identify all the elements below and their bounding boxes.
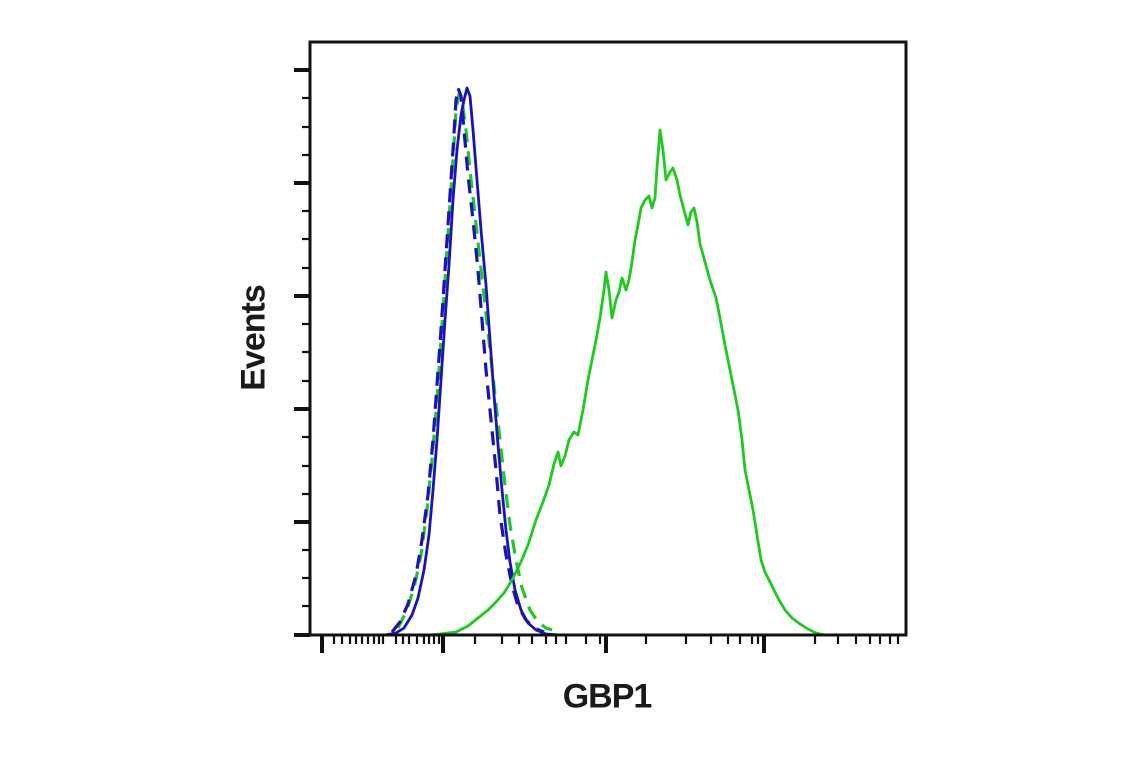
- series-dashed-green: [396, 92, 553, 632]
- axes-frame: [294, 40, 908, 653]
- series-solid-green: [419, 128, 825, 638]
- plot-frame: [308, 40, 908, 637]
- series-dashed-blue: [390, 86, 545, 634]
- series-solid-blue: [310, 86, 906, 637]
- x-axis-label: GBP1: [562, 677, 653, 716]
- series-layer: [310, 86, 906, 638]
- y-axis-label: Events: [234, 285, 273, 391]
